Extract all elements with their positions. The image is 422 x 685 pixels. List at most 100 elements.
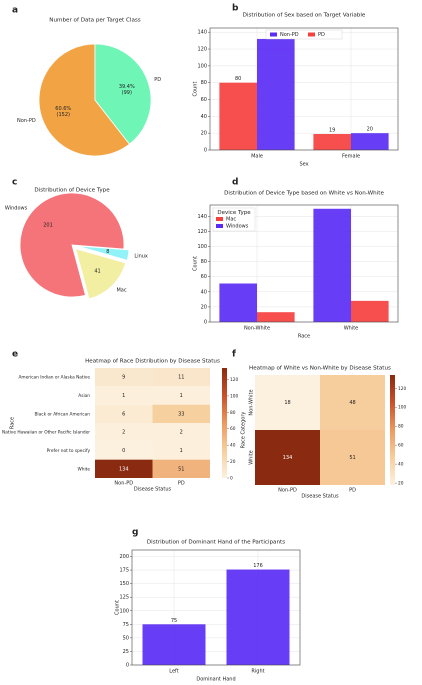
panel-letter: d	[232, 178, 238, 188]
heatmap-cell	[95, 441, 153, 460]
chart-title: Distribution of Device Type	[34, 188, 110, 194]
cell-value: 1	[122, 393, 125, 399]
plot-frame	[209, 27, 399, 151]
y-tick-label: Black or African American	[34, 411, 90, 417]
colorbar	[390, 375, 395, 485]
heatmap-cell	[152, 441, 210, 460]
x-tick-label: White	[344, 326, 359, 332]
slice-value: 8	[106, 249, 109, 255]
x-axis-label: Disease Status	[301, 494, 339, 500]
bar-value: 75	[171, 618, 177, 624]
x-tick-label: PD	[349, 488, 356, 494]
cell-value: 51	[178, 466, 184, 472]
x-tick-label: Female	[342, 154, 360, 160]
legend-swatch	[216, 217, 223, 221]
y-axis-label: Race	[10, 417, 16, 429]
legend-label: Non-PD	[280, 32, 299, 38]
chart-title: Distribution of Dominant Hand of the Par…	[147, 540, 285, 546]
cell-value: 2	[122, 430, 125, 436]
y-tick-label: 125	[119, 595, 129, 601]
y-tick-label: 200	[119, 554, 129, 560]
x-tick-label: Non-PD	[114, 481, 133, 487]
y-tick-label: 140	[197, 30, 207, 36]
heatmap-cell	[152, 368, 210, 387]
y-tick-label: American Indian or Alaska Native	[18, 375, 90, 381]
colorbar-label: 80	[398, 424, 404, 430]
cell-value: 11	[178, 375, 184, 381]
colorbar-label: 120	[398, 386, 406, 392]
panel-letter: e	[12, 350, 18, 360]
cell-value: 51	[349, 455, 355, 461]
colorbar	[222, 368, 227, 478]
legend-swatch	[308, 32, 315, 37]
bar-value: 19	[329, 128, 335, 134]
slice-label: Linux	[134, 254, 148, 260]
heatmap-cell	[255, 375, 320, 430]
heatmap-cell	[152, 386, 210, 405]
bar	[219, 283, 257, 322]
y-tick-label: 80	[201, 80, 207, 86]
slice-label: Non-PD	[17, 118, 36, 124]
pie-slice	[77, 245, 130, 261]
x-axis-label: Disease Status	[134, 487, 172, 493]
bar	[226, 569, 290, 665]
y-tick-label: 100	[197, 244, 207, 250]
panel-letter: a	[12, 6, 18, 16]
cell-value: 134	[283, 455, 293, 461]
legend-title: Device Type	[217, 210, 251, 216]
y-tick-label: White	[249, 450, 255, 465]
x-axis-label: Sex	[299, 162, 308, 168]
heatmap-cell	[255, 430, 320, 485]
x-tick-label: PD	[178, 481, 185, 487]
cell-value: 48	[349, 400, 355, 406]
panel-letter: c	[12, 178, 17, 188]
cell-value: 1	[180, 448, 183, 454]
slice-label: PD	[154, 77, 161, 83]
bar	[142, 624, 206, 665]
x-tick-label: Male	[251, 154, 263, 160]
y-tick-label: 0	[126, 663, 129, 669]
chart-title: Number of Data per Target Class	[49, 18, 141, 24]
y-axis-label: Count	[193, 82, 199, 97]
y-tick-label: 0	[204, 320, 207, 326]
pie-slice	[38, 43, 131, 157]
colorbar-label: 0	[230, 476, 233, 482]
bar	[257, 38, 295, 151]
colorbar-label: 100	[398, 405, 406, 411]
slice-label: Windows	[5, 205, 28, 211]
bar	[257, 312, 295, 322]
bar-value: 80	[235, 76, 241, 82]
y-tick-label: 20	[201, 131, 207, 137]
heatmap-cell	[152, 404, 210, 423]
y-tick-label: Non-White	[249, 389, 255, 415]
x-tick-label: Left	[169, 669, 178, 675]
heatmap-cell	[320, 430, 385, 485]
y-tick-label: Native Hawaiian or Other Pacific Islande…	[2, 430, 90, 436]
cell-value: 6	[122, 411, 125, 417]
chart-title: Heatmap of Race Distribution by Disease …	[85, 359, 220, 365]
y-tick-label: 20	[201, 304, 207, 310]
plot-frame	[131, 549, 301, 666]
panel-letter: b	[232, 4, 239, 14]
y-tick-label: 40	[201, 114, 207, 120]
y-tick-label: 120	[197, 229, 207, 235]
y-tick-label: 150	[119, 581, 129, 587]
chart-title: Distribution of Sex based on Target Vari…	[243, 13, 366, 19]
plot-frame	[209, 204, 399, 323]
y-axis-label: Count	[115, 600, 121, 615]
chart-title: Distribution of Device Type based on Whi…	[224, 191, 384, 197]
legend-label: PD	[318, 32, 325, 38]
heatmap-cell	[95, 386, 153, 405]
cell-value: 33	[178, 411, 184, 417]
y-tick-label: 60	[201, 274, 207, 280]
bar-value: 20	[367, 127, 373, 133]
cell-value: 134	[119, 466, 129, 472]
heatmap-cell	[95, 459, 153, 478]
colorbar-label: 20	[398, 481, 404, 487]
x-tick-label: Non-White	[244, 326, 270, 332]
legend-box	[212, 207, 256, 232]
pie-slice	[94, 43, 152, 145]
legend-label: Mac	[226, 217, 236, 223]
y-tick-label: 50	[123, 635, 129, 641]
